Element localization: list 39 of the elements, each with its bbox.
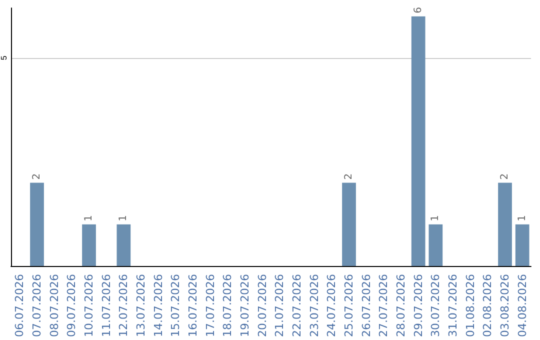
x-tick-label: 08.07.2026 xyxy=(48,274,61,338)
x-tick-label: 23.07.2026 xyxy=(308,274,321,338)
x-tick-label: 13.07.2026 xyxy=(134,274,148,338)
x-tick-label: 24.07.2026 xyxy=(325,274,338,338)
x-tick-label: 09.07.2026 xyxy=(65,274,78,338)
x-tick-label: 25.07.2026 xyxy=(342,274,356,338)
y-tick-label: 5 xyxy=(0,55,8,60)
x-tick-label: 29.07.2026 xyxy=(412,274,425,338)
x-tick-label: 06.07.2026 xyxy=(13,274,26,338)
data-label: 1 xyxy=(118,215,130,222)
x-tick-label: 11.07.2026 xyxy=(100,274,113,338)
x-tick-label: 07.07.2026 xyxy=(30,274,44,338)
data-label: 2 xyxy=(32,173,42,180)
x-tick-label: 20.07.2026 xyxy=(256,274,269,338)
x-tick-label: 19.07.2026 xyxy=(238,274,252,338)
x-tick-label: 31.07.2026 xyxy=(446,274,460,338)
x-tick-label: 15.07.2026 xyxy=(169,274,182,338)
x-tick-label: 28.07.2026 xyxy=(394,274,408,338)
x-tick-label: 14.07.2026 xyxy=(152,274,165,338)
x-tick-label: 18.07.2026 xyxy=(221,274,234,338)
x-tick-label: 22.07.2026 xyxy=(290,274,304,338)
x-tick-label: 17.07.2026 xyxy=(204,274,217,338)
x-tick-label: 26.07.2026 xyxy=(360,274,373,338)
x-tick-label: 10.07.2026 xyxy=(82,274,96,338)
x-tick-label: 21.07.2026 xyxy=(273,274,286,338)
data-label: 1 xyxy=(84,215,94,222)
data-label: 2 xyxy=(344,173,354,180)
x-tick-label: 16.07.2026 xyxy=(186,274,200,338)
x-tick-label: 27.07.2026 xyxy=(377,274,390,338)
data-label: 1 xyxy=(430,215,442,222)
x-tick-label: 04.08.2026 xyxy=(516,274,529,338)
x-tick-label: 02.08.2026 xyxy=(481,274,494,338)
x-tick-label: 12.07.2026 xyxy=(117,274,130,338)
data-label: 6 xyxy=(412,6,424,14)
data-label: 2 xyxy=(500,173,510,180)
x-tick-label: 03.08.2026 xyxy=(498,274,512,338)
x-tick-label: 30.07.2026 xyxy=(429,274,442,338)
data-label: 1 xyxy=(516,215,528,222)
x-tick-label: 01.08.2026 xyxy=(464,274,477,338)
